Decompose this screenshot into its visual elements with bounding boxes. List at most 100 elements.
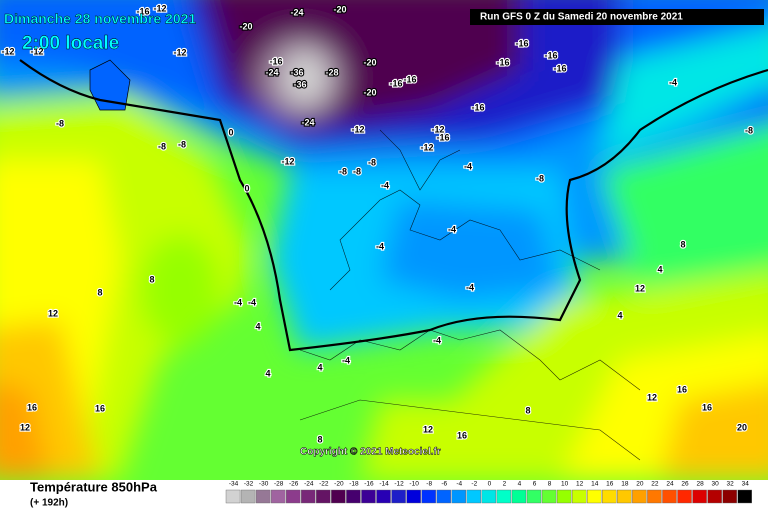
contour-label: -4	[669, 77, 677, 87]
scale-cell	[602, 489, 617, 504]
contour-label: 12	[647, 392, 657, 402]
footer-title: Température 850hPa	[30, 479, 158, 494]
scale-label: 2	[503, 481, 507, 488]
contour-label: -16	[553, 63, 566, 73]
contour-label: -16	[136, 6, 149, 16]
contour-label: 4	[657, 264, 662, 274]
contour-label: 0	[228, 127, 233, 137]
contour-label: -4	[466, 282, 474, 292]
contour-label: 12	[20, 422, 30, 432]
contour-label: -16	[496, 57, 509, 67]
temperature-field	[0, 0, 768, 480]
contour-label: -4	[248, 297, 256, 307]
scale-label: -30	[259, 481, 269, 488]
contour-label: 16	[27, 402, 37, 412]
contour-label: 4	[317, 362, 322, 372]
scale-label: -2	[471, 481, 477, 488]
scale-label: 10	[561, 481, 569, 488]
contour-label: -16	[515, 38, 528, 48]
scale-cell	[316, 489, 331, 504]
contour-label: -8	[339, 166, 347, 176]
scale-label: 28	[696, 481, 704, 488]
scale-label: 30	[712, 481, 720, 488]
scale-label: -32	[244, 481, 254, 488]
contour-label: -24	[301, 117, 314, 127]
scale-cell	[240, 489, 256, 504]
contour-label: 8	[680, 239, 685, 249]
copyright: Copyright © 2021 Meteociel.fr	[300, 447, 441, 458]
contour-label: 4	[255, 321, 260, 331]
contour-label: -4	[433, 335, 441, 345]
scale-label: -4	[456, 481, 462, 488]
scale-label: 20	[636, 481, 644, 488]
scale-label: -22	[319, 481, 329, 488]
contour-label: 12	[423, 424, 433, 434]
scale-label: 22	[651, 481, 659, 488]
contour-label: -24	[290, 7, 303, 17]
contour-labels: -16 -12-12 -12-20-24 -20-16-24 -36-36-28-20-…	[0, 2, 754, 445]
contour-label: 16	[457, 430, 467, 440]
contour-label: -4	[381, 180, 389, 190]
contour-label: 16	[702, 402, 712, 412]
contour-label: -4	[376, 241, 384, 251]
contour-label: -16	[544, 50, 557, 60]
run-box	[470, 9, 764, 25]
scale-label: 6	[533, 481, 537, 488]
scale-label: 4	[518, 481, 522, 488]
scale-label: -24	[304, 481, 314, 488]
coastlines	[299, 129, 641, 461]
contour-label: -20	[333, 4, 346, 14]
contour-label: -4	[448, 224, 456, 234]
contour-label: -4	[234, 297, 242, 307]
contour-label: 12	[48, 308, 58, 318]
contour-label: -12	[153, 3, 166, 13]
contour-label: 20	[737, 422, 747, 432]
scale-cell	[571, 489, 587, 504]
scale-label: -14	[379, 481, 389, 488]
contour-label: -16	[471, 102, 484, 112]
scale-label: -8	[426, 481, 432, 488]
contour-label: 12	[635, 283, 645, 293]
contour-label: -12	[1, 46, 14, 56]
scale-cell	[587, 489, 602, 504]
scale-label: -34	[229, 481, 239, 488]
scale-cell	[301, 489, 316, 504]
contour-label: 8	[525, 405, 530, 415]
contour-label: -8	[56, 118, 64, 128]
scale-cell	[677, 489, 692, 504]
scale-cell	[707, 489, 722, 504]
scale-label: -12	[394, 481, 404, 488]
contour-label: -4	[342, 355, 350, 365]
contour-label: -12	[351, 124, 364, 134]
scale-label: -20	[334, 481, 344, 488]
scale-cell	[361, 489, 376, 504]
scale-label: 0	[488, 481, 492, 488]
contour-label: 8	[97, 287, 102, 297]
contour-label: 16	[95, 403, 105, 413]
scale-cell	[406, 489, 421, 504]
scale-cell	[692, 489, 707, 504]
scale-cell	[632, 489, 647, 504]
contour-label: -8	[745, 125, 753, 135]
scale-label: -28	[274, 481, 284, 488]
color-scale: -34 -32 -30 -28 -26 -24 -22 -20 -18 -16 -14 -12 -10-…	[225, 481, 752, 504]
contour-label: 8	[149, 274, 154, 284]
scale-label: 32	[727, 481, 735, 488]
contour-label: -8	[368, 157, 376, 167]
scale-label: 14	[591, 481, 599, 488]
contour-label: -16	[269, 56, 282, 66]
scale-cell	[466, 489, 482, 504]
scale-cell	[331, 489, 346, 504]
scale-label: 8	[548, 481, 552, 488]
contour-label: -28	[325, 67, 338, 77]
local-time: 2:00 locale	[22, 33, 119, 54]
contour-label: 8	[317, 434, 322, 444]
scale-label: 26	[681, 481, 689, 488]
scale-cell	[346, 489, 361, 504]
scale-label: 12	[576, 481, 584, 488]
scale-cell	[376, 489, 391, 504]
scale-cell	[481, 489, 497, 504]
scale-label: -18	[349, 481, 359, 488]
scale-cell	[722, 489, 737, 504]
contour-label: -16	[436, 132, 449, 142]
